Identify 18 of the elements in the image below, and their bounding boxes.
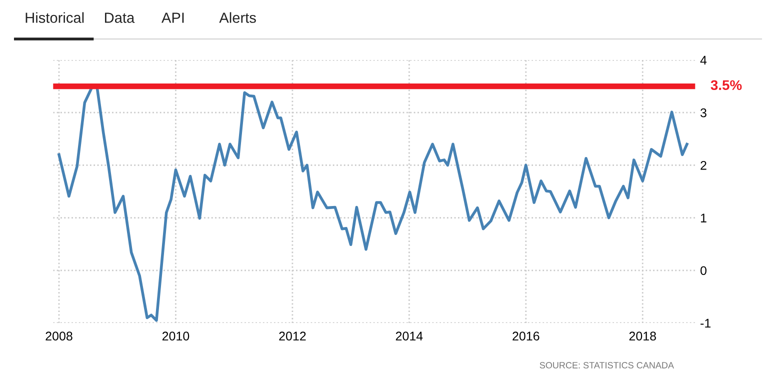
x-tick-label: 2016 — [512, 332, 540, 341]
source-note: SOURCE: STATISTICS CANADA — [540, 362, 674, 368]
x-tick-label: 2014 — [396, 332, 423, 341]
y-tick-label: 0 — [700, 266, 706, 276]
y-tick-label: 2 — [700, 161, 706, 170]
text: Historical — [26, 12, 84, 23]
text: API — [162, 12, 184, 23]
x-tick-label: 2008 — [46, 332, 72, 341]
x-tick-label: 2010 — [162, 332, 190, 341]
y-tick-label: 3 — [700, 108, 706, 118]
y-tick-label: 1 — [700, 214, 706, 222]
text: Data — [105, 12, 135, 23]
y-tick-label: -1 — [700, 318, 711, 328]
x-tick-label: 2018 — [629, 332, 656, 341]
text: Alerts — [219, 12, 256, 23]
ref-line-label: 3.5% — [710, 80, 742, 90]
x-tick-label: 2012 — [279, 332, 306, 341]
y-tick-label: 4 — [700, 56, 707, 65]
